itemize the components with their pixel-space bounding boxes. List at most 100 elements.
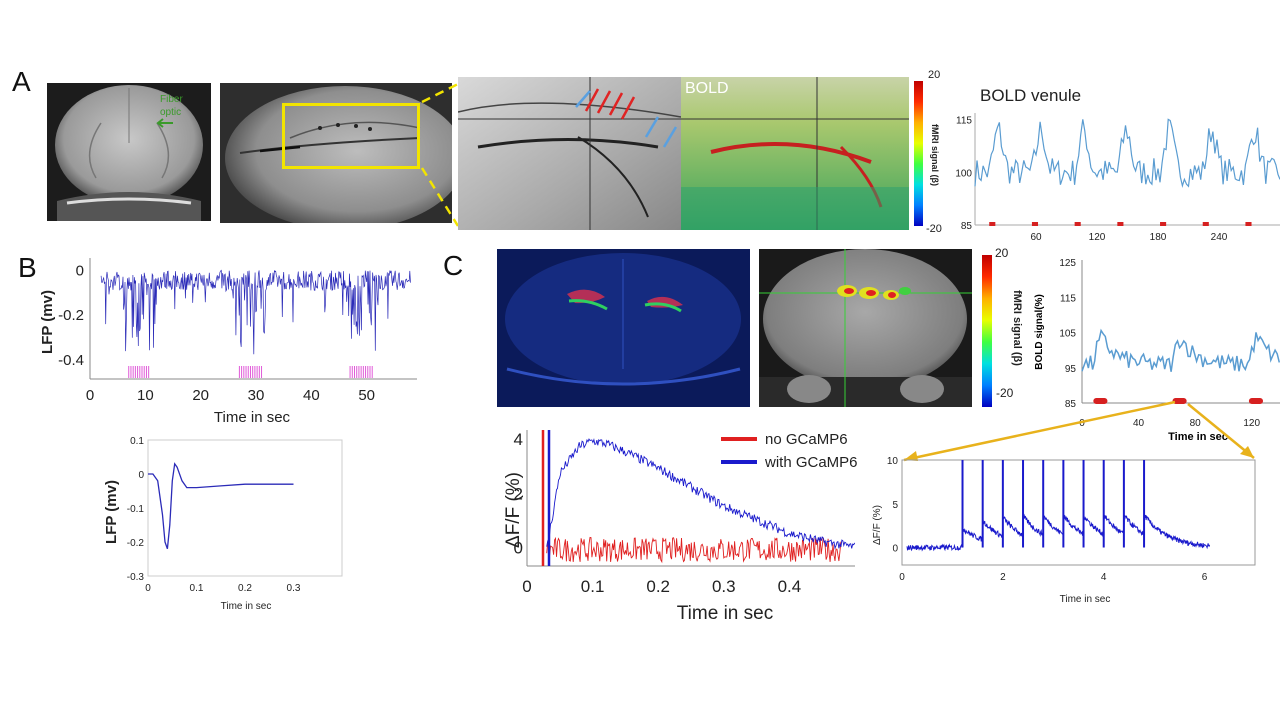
series-line xyxy=(100,269,411,355)
gold-zoom-arrows xyxy=(903,400,1255,462)
y-tick-label: 85 xyxy=(961,221,973,232)
bold-overlay-image: BOLD xyxy=(681,77,909,230)
y-tick-label: 115 xyxy=(1060,293,1076,304)
activation-blobs xyxy=(837,285,911,300)
fiber-arrow-icon xyxy=(156,118,173,128)
series-line xyxy=(148,462,294,550)
colorbar-a-label: fMRI signal (β) xyxy=(930,124,940,186)
x-tick-label: 0.4 xyxy=(778,577,802,596)
x-tick-label: 240 xyxy=(1211,232,1228,243)
x-tick-label: 0 xyxy=(522,577,531,596)
x-tick-label: 0.3 xyxy=(287,583,301,594)
y-label: LFP (mv) xyxy=(39,290,56,354)
panel-label-c: C xyxy=(443,250,464,281)
y-tick-label: 0 xyxy=(514,539,523,558)
x-tick-label: 50 xyxy=(358,387,375,404)
x-tick-label: 0 xyxy=(1079,418,1085,429)
y-label: ΔF/F (%) xyxy=(872,505,883,545)
colorbar-a-max: 20 xyxy=(928,69,941,81)
y-label: BOLD signal(%) xyxy=(1034,294,1045,370)
x-tick-label: 0.1 xyxy=(581,577,605,596)
chart-bold-c: 125 115 105 95 850 40 80 120 Time in sec BOLD s… xyxy=(1034,258,1280,443)
y-tick-label: 115 xyxy=(956,116,972,127)
y-tick-label: 105 xyxy=(1059,329,1076,340)
panel-label-b: B xyxy=(18,252,37,283)
legend-label-no-gcamp6: no GCaMP6 xyxy=(765,431,848,448)
x-tick-label: 0.2 xyxy=(646,577,670,596)
series-with-gcamp6-line xyxy=(546,438,856,550)
y-tick-label: -0.4 xyxy=(58,352,84,369)
chart-lfp-trace: 0 -0.2 -0.4 0 10 20 30 40 50 Time in sec LFP (mv… xyxy=(39,258,417,426)
y-tick-label: 85 xyxy=(1065,399,1077,410)
y-tick-label: -0.1 xyxy=(127,504,145,515)
fiber-optic-label: Fiber optic xyxy=(160,94,183,118)
x-tick-label: 20 xyxy=(192,387,209,404)
legend-label-with-gcamp6: with GCaMP6 xyxy=(764,454,858,471)
y-tick-label: -0.3 xyxy=(127,572,145,583)
y-tick-label: 0 xyxy=(76,262,84,279)
colorbar-a xyxy=(914,81,923,226)
y-tick-label: 0 xyxy=(892,544,898,555)
x-tick-label: 30 xyxy=(248,387,265,404)
series-line xyxy=(1081,328,1280,372)
histology-fluorescence-image xyxy=(497,249,750,407)
chart-dff-short: 4 2 0 0 0.1 0.2 0.3 0.4 no GCaMP6 with GCaMP6 T… xyxy=(503,430,858,624)
stimulus-block xyxy=(1172,398,1187,404)
y-tick-label: 125 xyxy=(1059,258,1076,269)
x-tick-label: 180 xyxy=(1150,232,1167,243)
colorbar-c xyxy=(982,255,992,407)
chart-title: BOLD venule xyxy=(980,86,1081,105)
stimulus-block xyxy=(989,222,996,226)
red-arrows-icon xyxy=(584,88,636,120)
y-tick-label: 4 xyxy=(514,430,523,449)
y-tick-label: -0.2 xyxy=(58,307,84,324)
y-label: ΔF/F (%) xyxy=(503,472,524,548)
y-tick-label: 2 xyxy=(514,484,523,503)
x-tick-label: 10 xyxy=(137,387,154,404)
colorbar-c-max: 20 xyxy=(995,246,1009,260)
y-tick-label: 10 xyxy=(887,456,899,467)
x-tick-label: 6 xyxy=(1202,572,1208,583)
mri-coronal-bold-image xyxy=(759,249,972,407)
y-tick-label: 5 xyxy=(892,500,898,511)
bold-overlay-label: BOLD xyxy=(685,80,729,97)
colorbar-c-min: -20 xyxy=(996,386,1014,400)
x-tick-label: 4 xyxy=(1101,572,1107,583)
x-tick-label: 0.3 xyxy=(712,577,736,596)
stimulus-block xyxy=(1031,222,1039,226)
x-tick-label: 0 xyxy=(899,572,905,583)
x-tick-label: 0.2 xyxy=(238,583,252,594)
series-line xyxy=(974,118,1280,188)
blue-arrows-icon xyxy=(575,90,678,148)
series-no-gcamp6-line xyxy=(546,536,842,564)
stimulus-block xyxy=(1202,222,1209,226)
y-tick-label: -0.2 xyxy=(127,538,145,549)
x-tick-label: 0 xyxy=(145,583,151,594)
colorbar-c-label: fMRI signal (β) xyxy=(1011,290,1023,366)
x-label: Time in sec xyxy=(214,409,291,426)
stimulus-block xyxy=(1074,222,1081,226)
chart-bold-venule: BOLD venule 115 100 85 60 120 180 240 xyxy=(955,86,1280,243)
x-tick-label: 40 xyxy=(1133,418,1145,429)
x-tick-label: 40 xyxy=(303,387,320,404)
x-tick-label: 60 xyxy=(1030,232,1042,243)
x-label: Time in sec xyxy=(677,603,773,624)
x-tick-label: 0 xyxy=(86,387,94,404)
chart-lfp-average: 0.10-0.1-0.2-0.30 0.1 0.2 0.3 Time in sec L… xyxy=(103,436,343,612)
y-tick-label: 0.1 xyxy=(130,436,144,447)
stimulus-block xyxy=(1117,222,1124,226)
colorbar-a-min: -20 xyxy=(926,223,942,235)
zoomed-anatomy-image xyxy=(458,77,681,230)
x-label: Time in sec xyxy=(1060,594,1111,605)
panel-label-a: A xyxy=(12,66,31,97)
y-tick-label: 0 xyxy=(138,470,144,481)
stimulus-block xyxy=(1093,398,1108,404)
x-tick-label: 120 xyxy=(1089,232,1106,243)
x-tick-label: 0.1 xyxy=(190,583,204,594)
mri-sagittal-image xyxy=(220,83,452,223)
y-tick-label: 95 xyxy=(1065,364,1077,375)
stimulus-block xyxy=(1245,222,1252,226)
x-tick-label: 80 xyxy=(1190,418,1202,429)
x-tick-label: 120 xyxy=(1243,418,1260,429)
y-tick-label: 100 xyxy=(955,168,972,179)
